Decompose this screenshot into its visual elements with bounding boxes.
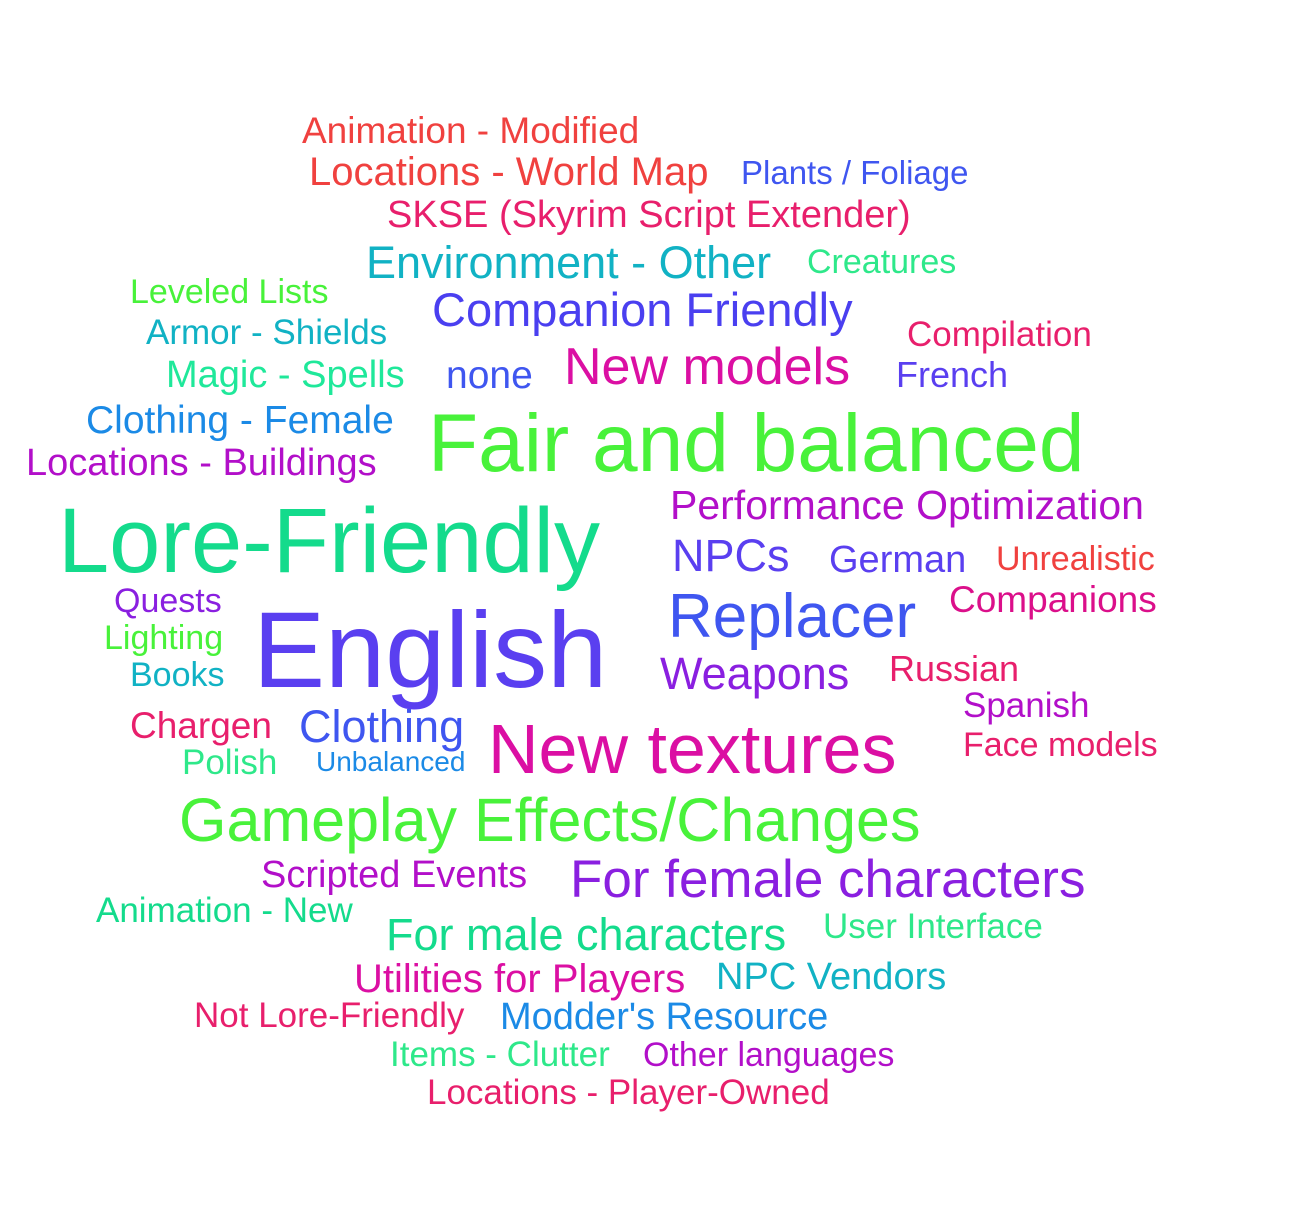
word-utilities-for-players: Utilities for Players: [354, 957, 686, 1001]
word-performance-optimization: Performance Optimization: [670, 482, 1144, 528]
word-unbalanced: Unbalanced: [316, 746, 466, 777]
word-modders-resource: Modder's Resource: [500, 996, 829, 1038]
word-english: English: [253, 589, 608, 710]
word-armor-shields: Armor - Shields: [146, 313, 388, 352]
word-items-clutter: Items - Clutter: [390, 1035, 610, 1074]
word-npc-vendors: NPC Vendors: [716, 956, 947, 998]
word-lore-friendly: Lore-Friendly: [58, 490, 600, 592]
word-environment-other: Environment - Other: [366, 237, 772, 288]
word-lighting: Lighting: [104, 619, 224, 657]
word-clothing-female: Clothing - Female: [86, 399, 394, 442]
word-for-female-characters: For female characters: [570, 850, 1086, 909]
word-gameplay-effects: Gameplay Effects/Changes: [179, 786, 921, 854]
word-german: German: [829, 539, 967, 581]
word-animation-new: Animation - New: [96, 891, 353, 930]
word-none: none: [446, 354, 533, 397]
word-russian: Russian: [889, 648, 1020, 689]
word-scripted-events: Scripted Events: [261, 854, 528, 896]
word-unrealistic: Unrealistic: [996, 540, 1155, 578]
word-npcs: NPCs: [672, 530, 790, 581]
word-face-models: Face models: [963, 726, 1158, 764]
word-other-languages: Other languages: [643, 1036, 895, 1074]
word-companions: Companions: [949, 579, 1157, 620]
word-quests: Quests: [114, 582, 222, 620]
word-animation-modified: Animation - Modified: [302, 110, 640, 151]
word-chargen: Chargen: [130, 705, 272, 746]
word-fair-and-balanced: Fair and balanced: [428, 398, 1085, 489]
word-not-lore-friendly: Not Lore-Friendly: [194, 996, 465, 1035]
word-new-textures: New textures: [488, 710, 897, 788]
word-locations-player-owned: Locations - Player-Owned: [427, 1073, 830, 1112]
word-for-male-characters: For male characters: [386, 909, 787, 960]
word-polish: Polish: [182, 743, 278, 782]
word-replacer: Replacer: [668, 582, 917, 651]
word-books: Books: [130, 656, 225, 694]
word-locations-buildings: Locations - Buildings: [26, 442, 377, 484]
word-plants-foliage: Plants / Foliage: [741, 154, 969, 191]
word-user-interface: User Interface: [823, 907, 1043, 946]
word-companion-friendly: Companion Friendly: [432, 283, 853, 336]
word-creatures: Creatures: [807, 243, 957, 281]
word-magic-spells: Magic - Spells: [166, 354, 405, 396]
word-skse: SKSE (Skyrim Script Extender): [387, 194, 911, 236]
word-french: French: [896, 354, 1009, 395]
word-weapons: Weapons: [660, 648, 850, 699]
word-spanish: Spanish: [963, 686, 1090, 725]
word-compilation: Compilation: [907, 315, 1092, 354]
word-locations-world-map: Locations - World Map: [309, 150, 709, 194]
word-new-models: New models: [564, 338, 851, 396]
word-leveled-lists: Leveled Lists: [130, 273, 329, 311]
word-clothing: Clothing: [299, 701, 465, 752]
